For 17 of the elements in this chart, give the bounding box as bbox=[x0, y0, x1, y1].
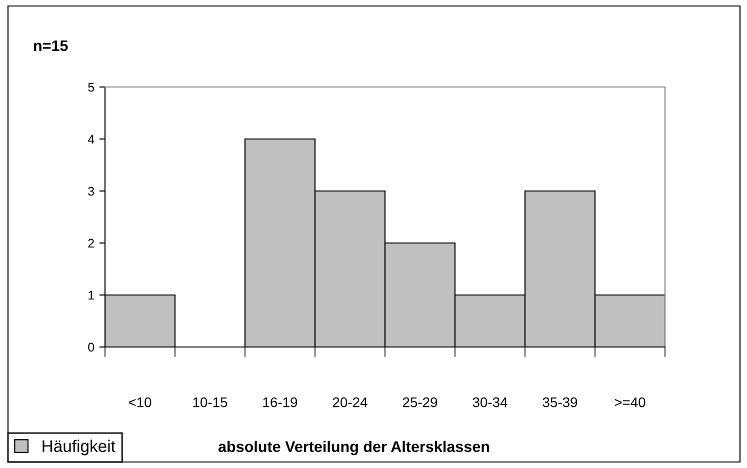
x-tick-label: 30-34 bbox=[472, 397, 508, 408]
x-tick-label: 35-39 bbox=[542, 397, 578, 408]
chart-title: n=15 bbox=[34, 40, 68, 52]
y-tick-label: 5 bbox=[88, 82, 94, 92]
x-tick-label: 20-24 bbox=[332, 397, 368, 408]
y-tick-label: 2 bbox=[88, 238, 94, 248]
x-tick-label: 10-15 bbox=[193, 397, 228, 408]
x-tick-label: >=40 bbox=[614, 397, 646, 408]
legend-label: Häufigkeit bbox=[42, 440, 116, 456]
y-tick-label: 4 bbox=[88, 134, 94, 144]
x-axis-title: absolute Verteilung der Altersklassen bbox=[218, 440, 490, 456]
x-tick-label: 16-19 bbox=[263, 397, 298, 408]
y-tick-label: 0 bbox=[88, 342, 94, 352]
y-tick-label: 3 bbox=[88, 186, 94, 196]
y-tick-label: 1 bbox=[88, 290, 94, 300]
x-tick-label: <10 bbox=[128, 397, 152, 408]
x-tick-label: 25-29 bbox=[402, 397, 438, 408]
